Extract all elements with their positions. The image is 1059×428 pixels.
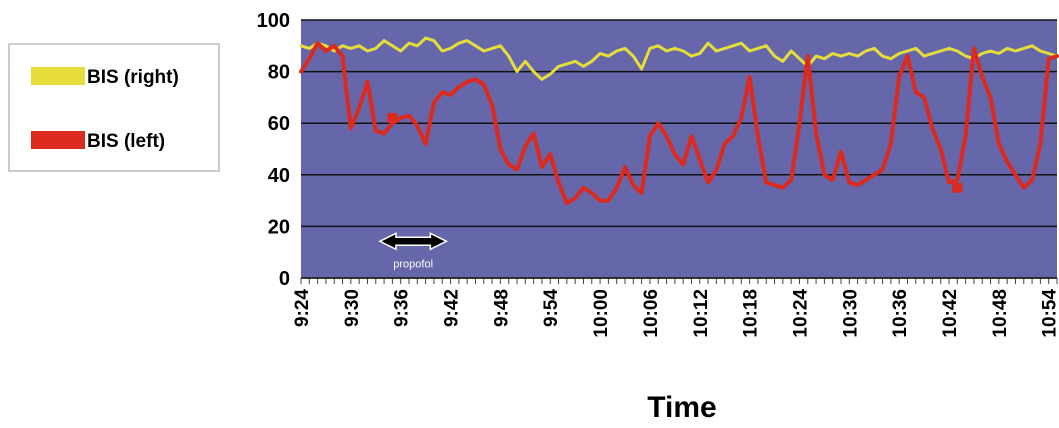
y-tick-label: 100 (257, 10, 290, 32)
data-marker (387, 113, 398, 124)
y-tick-label: 20 (268, 216, 290, 238)
legend-label-right: BIS (right) (87, 67, 179, 88)
y-tick-label: 80 (268, 62, 290, 84)
series-line-bis-right (299, 36, 1059, 81)
x-axis-title: Time (647, 391, 716, 423)
x-tick-label: 9:48 (491, 289, 512, 327)
series-line-bis-left (299, 41, 1059, 206)
x-tick-label: 10:00 (591, 289, 612, 338)
x-tick-label: 10:06 (641, 289, 662, 338)
x-tick-label: 9:30 (342, 289, 363, 327)
x-tick-label: 9:42 (442, 289, 463, 327)
y-tick-label: 0 (279, 268, 290, 290)
plot-group: 0 20 40 60 80 100 9:24 9:30 9:36 9:42 9:48 9:54 10:0… (257, 10, 1059, 338)
x-tick-label: 10:24 (790, 289, 811, 338)
x-tick-label: 10:36 (890, 289, 911, 338)
legend-frame (8, 43, 220, 172)
y-tick-label: 60 (268, 113, 290, 135)
x-tick-label: 9:54 (541, 289, 562, 327)
legend-swatch-left (31, 131, 85, 149)
propofol-arrow (378, 232, 449, 251)
x-tick-label: 10:42 (940, 289, 961, 338)
x-tick-label: 9:24 (292, 289, 313, 327)
x-tick-label: 10:48 (990, 289, 1011, 338)
x-tick-label: 10:18 (741, 289, 762, 338)
legend: BIS (right) BIS (left) (8, 43, 220, 172)
legend-swatch-right (31, 67, 85, 85)
data-marker (952, 182, 963, 193)
x-tick-label: 9:36 (392, 289, 413, 327)
x-tick-label: 10:30 (840, 289, 861, 338)
y-tick-label: 40 (268, 165, 290, 187)
plot-area (301, 20, 1057, 278)
x-tick-label: 10:54 (1040, 289, 1059, 338)
x-tick-label: 10:12 (691, 289, 712, 338)
annotation-label: propofol (393, 258, 433, 270)
legend-label-left: BIS (left) (87, 131, 165, 152)
